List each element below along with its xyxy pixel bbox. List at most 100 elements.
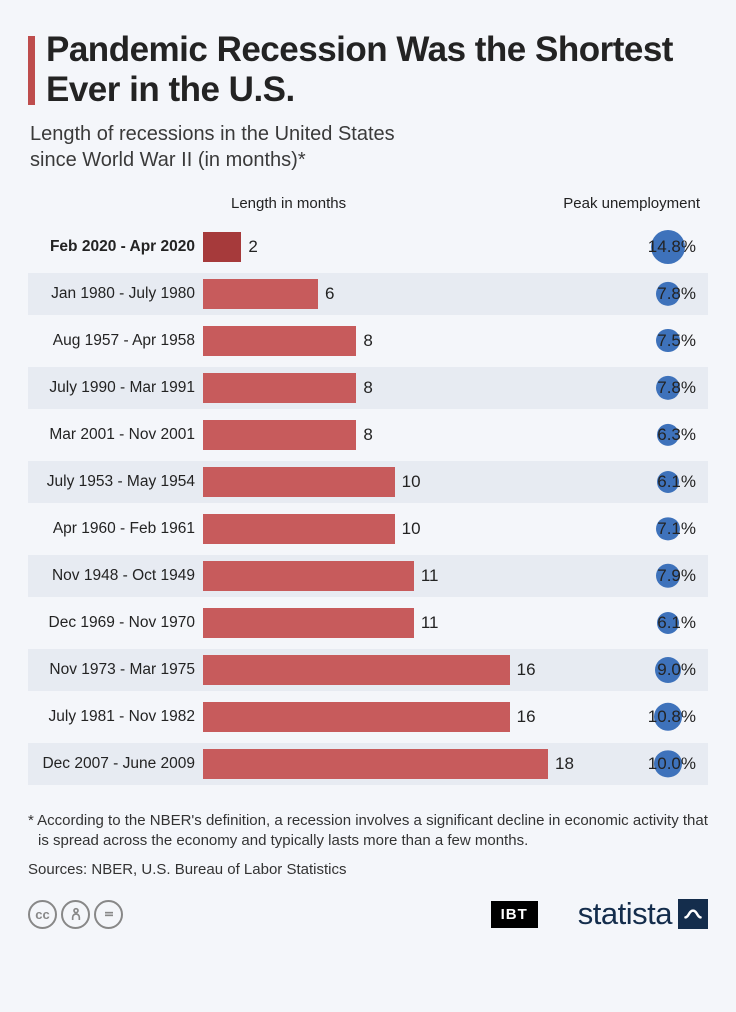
unemployment-cell: 7.8% — [607, 284, 702, 304]
bar — [203, 232, 241, 262]
unemployment-cell: 9.0% — [607, 660, 702, 680]
footnote: * According to the NBER's definition, a … — [28, 811, 708, 852]
bar — [203, 420, 356, 450]
chart-subtitle: Length of recessions in the United State… — [28, 121, 708, 173]
unemployment-cell: 7.9% — [607, 566, 702, 586]
unemployment-value: 7.9% — [657, 566, 696, 586]
unemployment-value: 6.1% — [657, 613, 696, 633]
bar — [203, 279, 318, 309]
bar-value: 6 — [325, 284, 334, 304]
bar — [203, 561, 414, 591]
chart-row: Dec 2007 - June 2009 18 10.0% — [28, 743, 708, 785]
unemployment-cell: 10.0% — [607, 754, 702, 774]
row-label: Nov 1973 - Mar 1975 — [32, 661, 203, 679]
unemployment-value: 6.3% — [657, 425, 696, 445]
bar-track: 8 — [203, 367, 607, 409]
header-unemployment: Peak unemployment — [553, 195, 708, 212]
bar-value: 11 — [421, 613, 439, 633]
chart-row: Nov 1948 - Oct 1949 11 7.9% — [28, 555, 708, 597]
statista-wave-icon — [678, 899, 708, 929]
column-headers: Length in months Peak unemployment — [28, 195, 708, 212]
chart-row: Mar 2001 - Nov 2001 8 6.3% — [28, 414, 708, 456]
statista-text: statista — [578, 896, 672, 932]
row-label: Aug 1957 - Apr 1958 — [32, 332, 203, 350]
row-label: July 1990 - Mar 1991 — [32, 379, 203, 397]
unemployment-value: 10.8% — [648, 707, 696, 727]
row-label: July 1953 - May 1954 — [32, 473, 203, 491]
bar-value: 11 — [421, 566, 439, 586]
bar — [203, 514, 395, 544]
bar-value: 8 — [363, 378, 372, 398]
header-length: Length in months — [203, 195, 553, 212]
chart-title: Pandemic Recession Was the Shortest Ever… — [46, 30, 708, 111]
unemployment-cell: 7.1% — [607, 519, 702, 539]
bar-value: 10 — [402, 472, 421, 492]
bar-value: 18 — [555, 754, 574, 774]
row-label: July 1981 - Nov 1982 — [32, 708, 203, 726]
unemployment-cell: 7.8% — [607, 378, 702, 398]
bar-track: 11 — [203, 602, 607, 644]
bar-value: 16 — [517, 707, 536, 727]
bar-value: 10 — [402, 519, 421, 539]
statista-logo: statista — [578, 896, 708, 932]
row-label: Apr 1960 - Feb 1961 — [32, 520, 203, 538]
chart-row: Dec 1969 - Nov 1970 11 6.1% — [28, 602, 708, 644]
bar — [203, 608, 414, 638]
bar-track: 2 — [203, 226, 607, 268]
row-label: Mar 2001 - Nov 2001 — [32, 426, 203, 444]
bar-track: 16 — [203, 696, 607, 738]
chart-rows: Feb 2020 - Apr 2020 2 14.8% Jan 1980 - July… — [28, 226, 708, 785]
unemployment-value: 7.5% — [657, 331, 696, 351]
bar-track: 16 — [203, 649, 607, 691]
unemployment-value: 10.0% — [648, 754, 696, 774]
bar-track: 8 — [203, 414, 607, 456]
chart-row: July 1981 - Nov 1982 16 10.8% — [28, 696, 708, 738]
sources: Sources: NBER, U.S. Bureau of Labor Stat… — [28, 861, 708, 878]
bar — [203, 749, 548, 779]
row-label: Dec 1969 - Nov 1970 — [32, 614, 203, 632]
bar-track: 18 — [203, 743, 607, 785]
unemployment-cell: 10.8% — [607, 707, 702, 727]
bar-value: 8 — [363, 331, 372, 351]
chart-row: Feb 2020 - Apr 2020 2 14.8% — [28, 226, 708, 268]
cc-by-icon — [61, 900, 90, 929]
footer: cc IBT statista — [28, 896, 708, 932]
unemployment-value: 7.8% — [657, 378, 696, 398]
unemployment-cell: 6.3% — [607, 425, 702, 445]
bar — [203, 373, 356, 403]
bar-track: 10 — [203, 461, 607, 503]
bar — [203, 655, 510, 685]
chart-row: July 1990 - Mar 1991 8 7.8% — [28, 367, 708, 409]
cc-license-group: cc — [28, 900, 123, 929]
unemployment-value: 6.1% — [657, 472, 696, 492]
bar — [203, 702, 510, 732]
cc-nd-icon — [94, 900, 123, 929]
row-label: Jan 1980 - July 1980 — [32, 285, 203, 303]
bar-track: 8 — [203, 320, 607, 362]
unemployment-value: 7.1% — [657, 519, 696, 539]
row-label: Nov 1948 - Oct 1949 — [32, 567, 203, 585]
unemployment-cell: 7.5% — [607, 331, 702, 351]
unemployment-cell: 6.1% — [607, 472, 702, 492]
chart-row: Jan 1980 - July 1980 6 7.8% — [28, 273, 708, 315]
bar-value: 2 — [248, 237, 257, 257]
unemployment-cell: 14.8% — [607, 237, 702, 257]
unemployment-value: 9.0% — [657, 660, 696, 680]
unemployment-value: 7.8% — [657, 284, 696, 304]
row-label: Dec 2007 - June 2009 — [32, 755, 203, 773]
bar-track: 6 — [203, 273, 607, 315]
chart-row: July 1953 - May 1954 10 6.1% — [28, 461, 708, 503]
chart-row: Apr 1960 - Feb 1961 10 7.1% — [28, 508, 708, 550]
bar — [203, 467, 395, 497]
bar-track: 11 — [203, 555, 607, 597]
bar-value: 8 — [363, 425, 372, 445]
bar-track: 10 — [203, 508, 607, 550]
chart-row: Aug 1957 - Apr 1958 8 7.5% — [28, 320, 708, 362]
chart-row: Nov 1973 - Mar 197516 9.0% — [28, 649, 708, 691]
title-block: Pandemic Recession Was the Shortest Ever… — [28, 30, 708, 111]
cc-icon: cc — [28, 900, 57, 929]
row-label: Feb 2020 - Apr 2020 — [32, 238, 203, 256]
unemployment-value: 14.8% — [648, 237, 696, 257]
unemployment-cell: 6.1% — [607, 613, 702, 633]
bar — [203, 326, 356, 356]
